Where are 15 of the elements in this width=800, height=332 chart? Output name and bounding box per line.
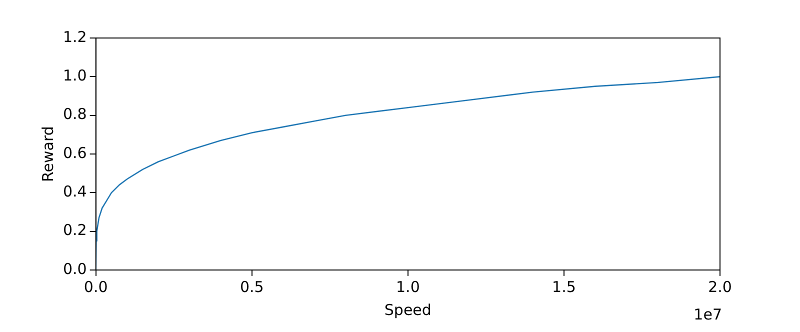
x-tick-label: 2.0 [708,278,732,296]
y-axis-title: Reward [38,126,57,182]
y-tick-label: 0.0 [62,260,87,278]
y-tick-label: 1.2 [62,28,87,46]
x-tick-label: 0.0 [84,278,108,296]
text: 1e7 [694,305,722,324]
y-tick-label: 0.4 [62,182,87,201]
x-tick-label: 0.5 [240,278,264,296]
y-tick-label: 0.6 [62,144,87,162]
y-tick-label: 1.0 [62,66,87,85]
x-tick-label: 1.0 [396,278,420,296]
y-tick-label: 0.8 [62,105,87,124]
x-axis-title: Speed [384,300,432,319]
y-tick-label: 0.2 [62,221,87,240]
x-tick-label: 1.5 [552,278,576,296]
